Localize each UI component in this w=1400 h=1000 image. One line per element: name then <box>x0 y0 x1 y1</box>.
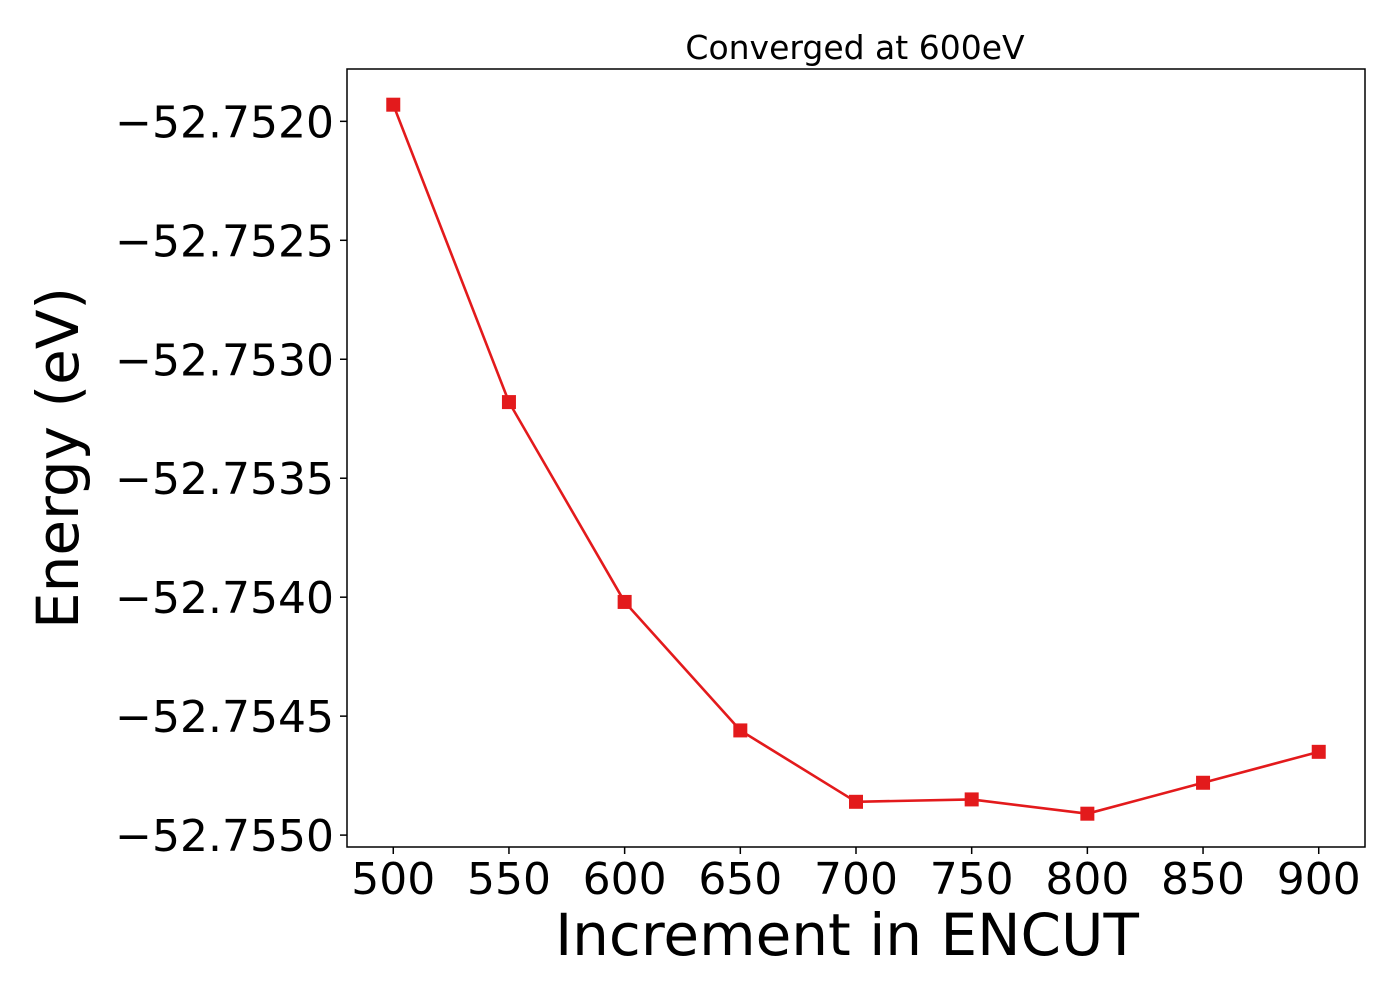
y-tick-label: −52.7530 <box>115 335 334 386</box>
data-point-marker <box>849 794 863 809</box>
x-tick-label: 600 <box>583 854 667 905</box>
y-tick-label: −52.7540 <box>115 573 334 624</box>
plot-area-frame <box>346 68 1366 848</box>
chart-title: Converged at 600eV <box>685 28 1025 67</box>
x-tick-label: 900 <box>1277 854 1361 905</box>
data-point-marker <box>617 594 632 609</box>
y-tick-label: −52.7545 <box>115 692 334 743</box>
x-tick-label: 700 <box>814 854 898 905</box>
series-line <box>392 104 1320 815</box>
series-layer <box>386 97 1326 821</box>
y-tick-label: −52.7520 <box>115 97 334 148</box>
data-point-marker <box>1311 744 1326 759</box>
x-axis-label: Increment in ENCUT <box>555 901 1139 969</box>
data-point-marker <box>964 792 979 807</box>
x-tick-label: 650 <box>698 854 782 905</box>
x-tick-label: 500 <box>351 854 435 905</box>
x-tick-label: 550 <box>467 854 551 905</box>
y-tick-label: −52.7525 <box>115 216 334 267</box>
y-axis-label: Energy (eV) <box>24 287 92 629</box>
data-point-marker <box>386 97 401 112</box>
data-point-marker <box>1080 806 1095 821</box>
x-tick-label: 850 <box>1161 854 1245 905</box>
data-point-marker <box>1196 775 1211 790</box>
x-tick-label: 750 <box>930 854 1014 905</box>
x-tick-label: 800 <box>1045 854 1129 905</box>
y-tick-label: −52.7550 <box>115 811 334 862</box>
y-axis: −52.7520 −52.7525 −52.7530 −52.7535 −52.7540… <box>115 97 347 862</box>
data-point-marker <box>733 723 748 738</box>
data-point-marker <box>501 395 516 410</box>
x-axis: 500 550 600 650 700 750 800 850 900 <box>351 847 1361 905</box>
y-tick-label: −52.7535 <box>115 454 334 505</box>
